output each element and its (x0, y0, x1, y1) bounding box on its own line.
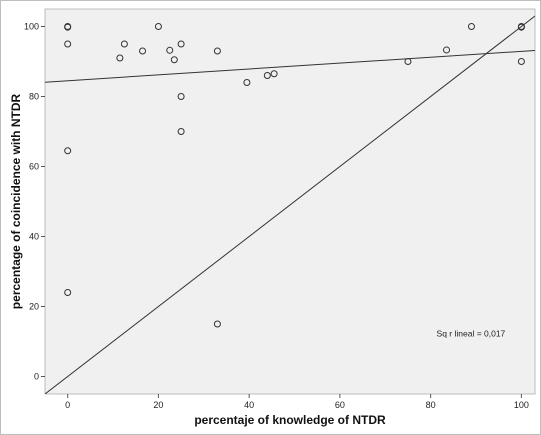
fit-line (45, 49, 535, 83)
data-point (270, 70, 278, 78)
data-point (154, 23, 162, 30)
data-point (177, 128, 185, 135)
x-tick-label: 80 (426, 400, 436, 410)
y-axis: 0 20 40 60 80 100 (24, 22, 45, 382)
data-point (177, 93, 185, 100)
y-tick-label: 100 (24, 22, 39, 32)
data-point (120, 40, 128, 48)
x-tick-label: 40 (244, 400, 254, 410)
data-point (443, 46, 451, 54)
data-point (263, 72, 271, 79)
x-axis-label: percentaje of knowledge of NTDR (194, 413, 386, 427)
data-point (213, 320, 221, 328)
x-tick-label: 60 (335, 400, 345, 410)
data-point (467, 23, 475, 30)
x-tick-label: 100 (514, 400, 529, 410)
data-point (177, 40, 185, 48)
data-point (243, 79, 251, 86)
y-axis-label: percentage of coincidence with NTDR (9, 93, 23, 309)
plot-area (44, 8, 536, 395)
lines-layer (45, 15, 535, 394)
data-point (64, 40, 72, 48)
reference-line (45, 15, 535, 394)
data-point (213, 47, 221, 55)
data-point (404, 58, 412, 65)
data-point (64, 289, 72, 296)
y-tick-label: 20 (29, 302, 39, 312)
data-point (64, 23, 72, 31)
data-point (166, 46, 174, 54)
data-point (517, 23, 525, 31)
y-tick-label: 0 (34, 372, 39, 382)
points-layer (64, 23, 525, 328)
x-axis: 0 20 40 60 80 100 (65, 394, 529, 410)
y-tick-label: 60 (29, 162, 39, 172)
y-tick-label: 80 (29, 92, 39, 102)
x-tick-label: 0 (65, 400, 70, 410)
data-point (170, 56, 178, 64)
data-point (139, 47, 147, 55)
data-point (517, 58, 525, 65)
data-point (64, 147, 72, 155)
x-tick-label: 20 (153, 400, 163, 410)
y-tick-label: 40 (29, 232, 39, 242)
data-point (116, 54, 124, 62)
r-squared-annotation: Sq r lineal = 0,017 (437, 328, 506, 338)
